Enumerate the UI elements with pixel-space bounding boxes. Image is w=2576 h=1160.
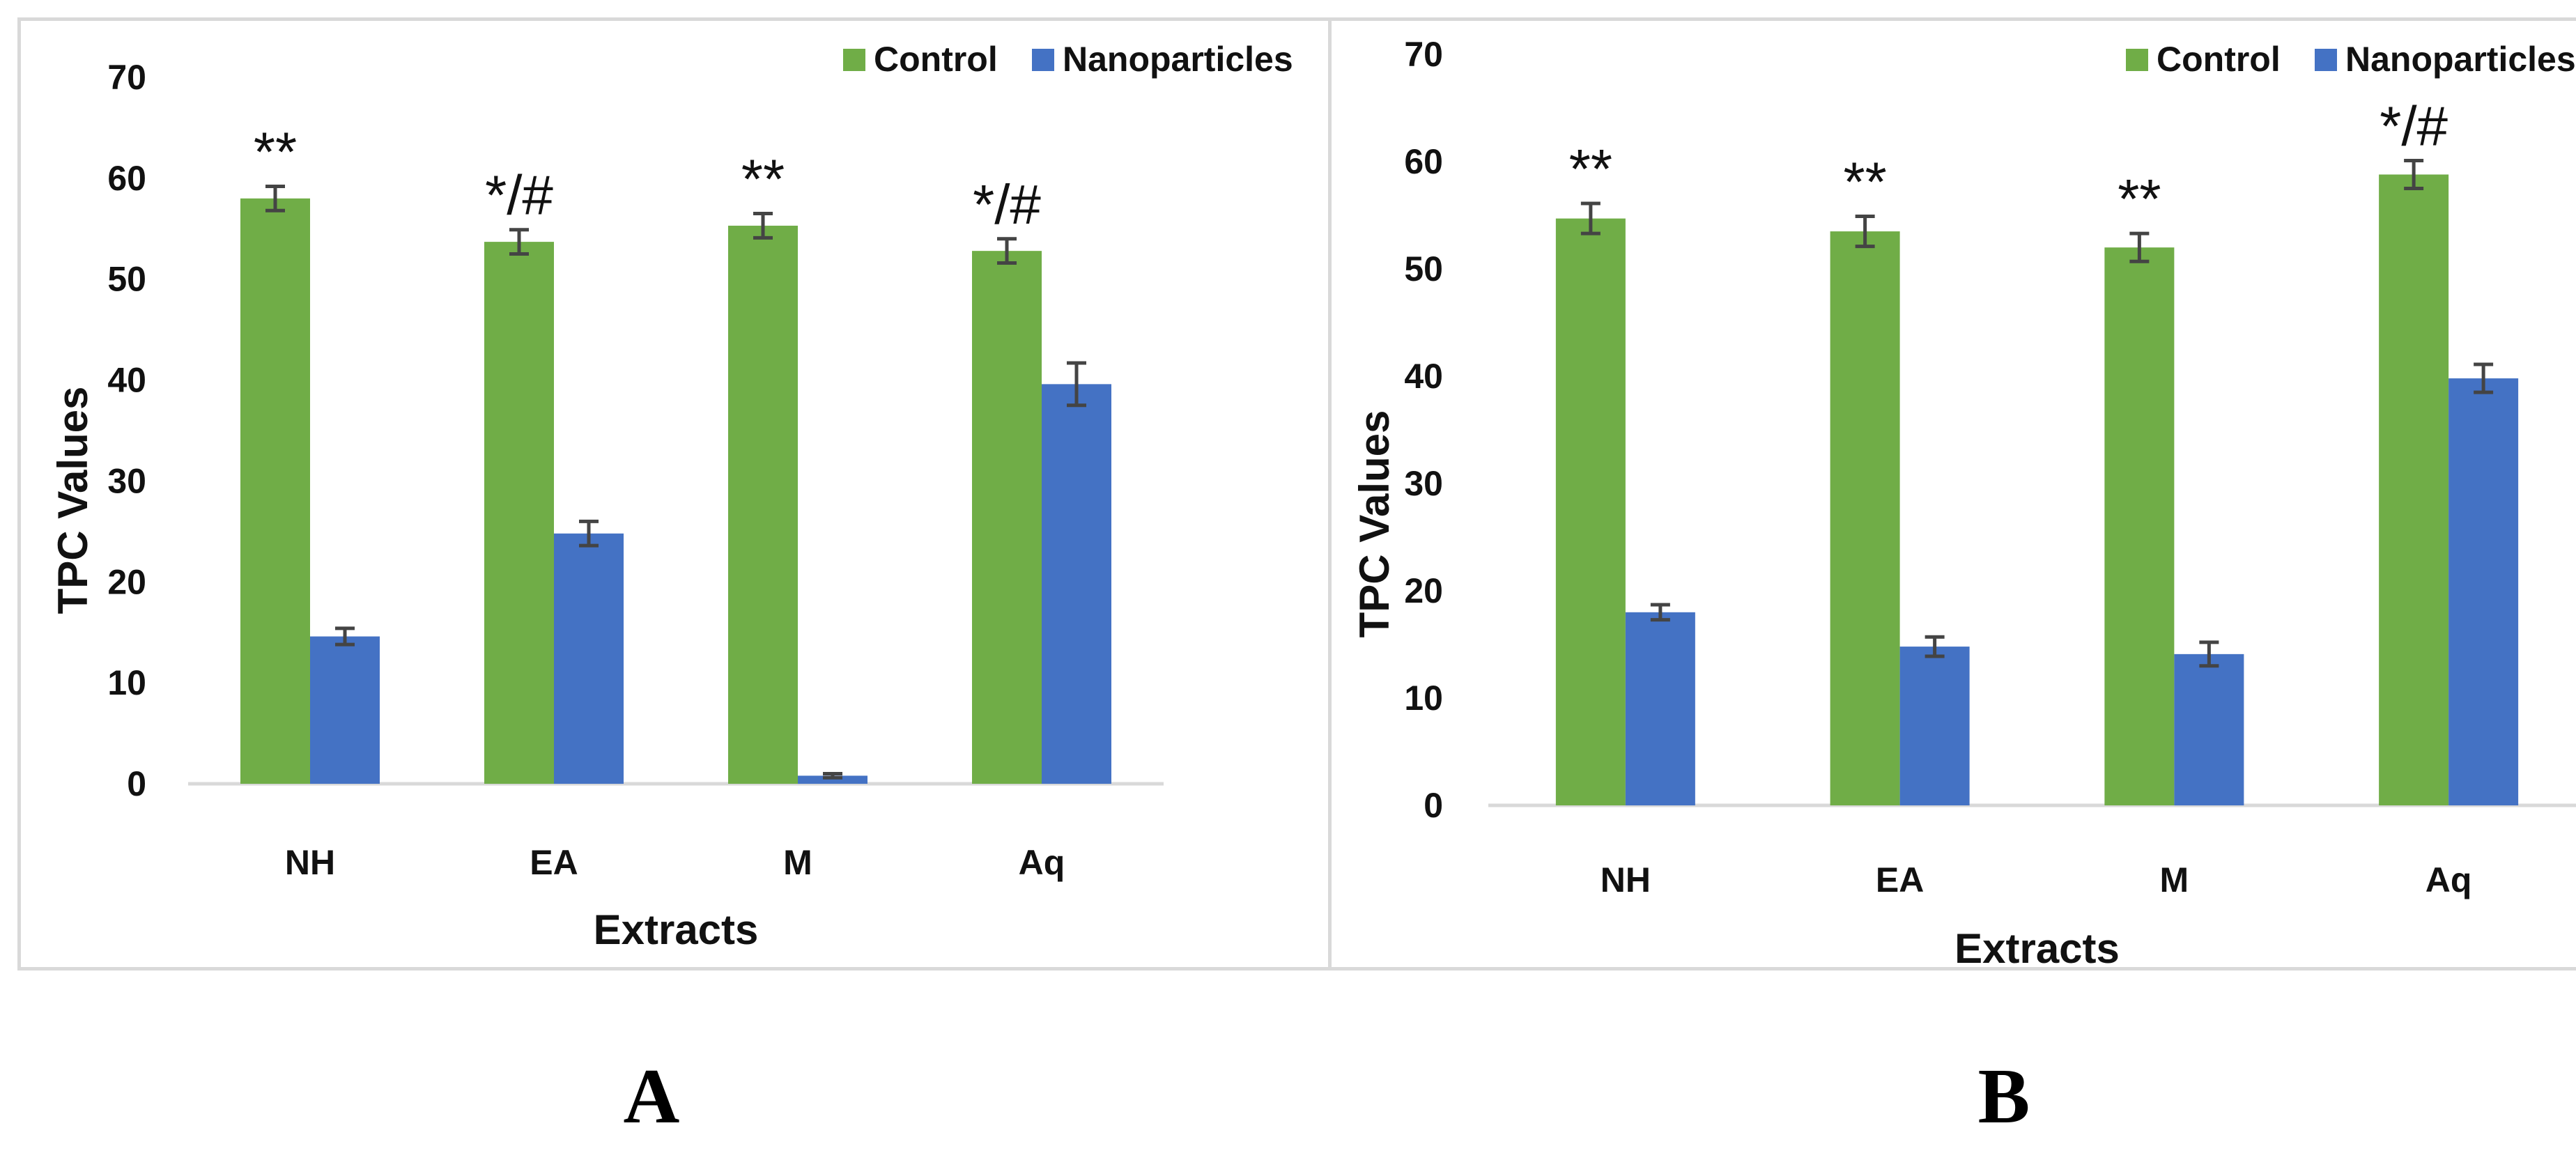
bar-nanoparticles-ea: [1899, 647, 1970, 805]
significance-annotation: */#: [2380, 95, 2448, 157]
x-tick-label: EA: [530, 843, 578, 882]
legend-swatch-nanoparticles: [2315, 49, 2337, 71]
x-tick-label: M: [2160, 860, 2189, 899]
bar-control-nh: [1555, 218, 1626, 805]
panel-label-b: B: [1977, 1053, 2030, 1140]
y-tick-label: 20: [107, 562, 146, 601]
x-tick-label: NH: [1601, 860, 1651, 899]
legend-swatch-nanoparticles: [1032, 49, 1054, 71]
y-tick-label: 0: [127, 764, 146, 803]
y-tick-label: 60: [107, 159, 146, 198]
y-tick-label: 30: [1404, 464, 1443, 503]
y-tick-label: 10: [107, 663, 146, 702]
bar-nanoparticles-nh: [310, 636, 380, 784]
significance-annotation: **: [2118, 168, 2161, 230]
y-axis-title: TPC Values: [49, 387, 96, 614]
significance-annotation: */#: [973, 173, 1041, 235]
y-tick-label: 10: [1404, 679, 1443, 718]
chart-a-svg: 0 10 20 30 40 50 60 70 ** NH */# EA ** M */# Aq Extracts…: [49, 40, 1293, 953]
bar-nanoparticles-nh: [1625, 612, 1695, 805]
significance-annotation: **: [741, 148, 785, 210]
x-tick-label: EA: [1876, 860, 1924, 899]
y-tick-label: 70: [1404, 35, 1443, 74]
chart-panel-b: 0 10 20 30 40 50 60 70 ** NH ** EA ** M */# Aq Extracts T…: [1328, 17, 2576, 970]
bar-nanoparticles-ea: [554, 533, 624, 784]
significance-annotation: **: [1569, 138, 1612, 200]
bar-control-m: [728, 225, 798, 784]
bar-control-aq: [972, 251, 1042, 784]
y-tick-label: 70: [107, 58, 146, 97]
legend-label-nanoparticles: Nanoparticles: [1063, 40, 1293, 79]
bar-control-ea: [484, 242, 554, 784]
bar-nanoparticles-m: [798, 775, 867, 784]
y-tick-label: 20: [1404, 571, 1443, 610]
legend-swatch-control: [2126, 49, 2148, 71]
y-tick-label: 60: [1404, 142, 1443, 181]
y-tick-label: 40: [107, 361, 146, 400]
legend-label-control: Control: [874, 40, 998, 79]
legend-label-control: Control: [2157, 40, 2281, 79]
x-axis-title: Extracts: [1954, 925, 2120, 967]
y-axis-title: TPC Values: [1351, 410, 1398, 638]
bar-control-ea: [1830, 231, 1900, 806]
chart-b-svg: 0 10 20 30 40 50 60 70 ** NH ** EA ** M */# Aq Extracts T…: [1351, 35, 2576, 967]
bar-nanoparticles-aq: [1042, 384, 1111, 784]
y-tick-label: 50: [1404, 249, 1443, 288]
x-tick-label: NH: [285, 843, 335, 882]
x-tick-label: Aq: [1019, 843, 1065, 882]
significance-annotation: */#: [485, 164, 553, 226]
y-tick-label: 0: [1424, 786, 1443, 825]
panel-label-a: A: [623, 1053, 680, 1140]
bar-control-m: [2104, 247, 2175, 805]
x-axis-title: Extracts: [594, 906, 759, 953]
significance-annotation: **: [1843, 151, 1886, 213]
bar-nanoparticles-m: [2174, 654, 2244, 805]
y-tick-label: 30: [107, 461, 146, 500]
legend-swatch-control: [843, 49, 865, 71]
bar-control-nh: [240, 198, 310, 784]
bar-control-aq: [2379, 174, 2449, 806]
x-tick-label: M: [783, 843, 812, 882]
legend-label-nanoparticles: Nanoparticles: [2345, 40, 2576, 79]
bar-nanoparticles-aq: [2448, 378, 2519, 805]
x-tick-label: Aq: [2425, 860, 2472, 899]
y-tick-label: 50: [107, 260, 146, 299]
y-tick-label: 40: [1404, 357, 1443, 396]
significance-annotation: **: [254, 121, 297, 183]
chart-panel-a: 0 10 20 30 40 50 60 70 ** NH */# EA ** M */# Aq Extracts…: [17, 17, 1332, 970]
